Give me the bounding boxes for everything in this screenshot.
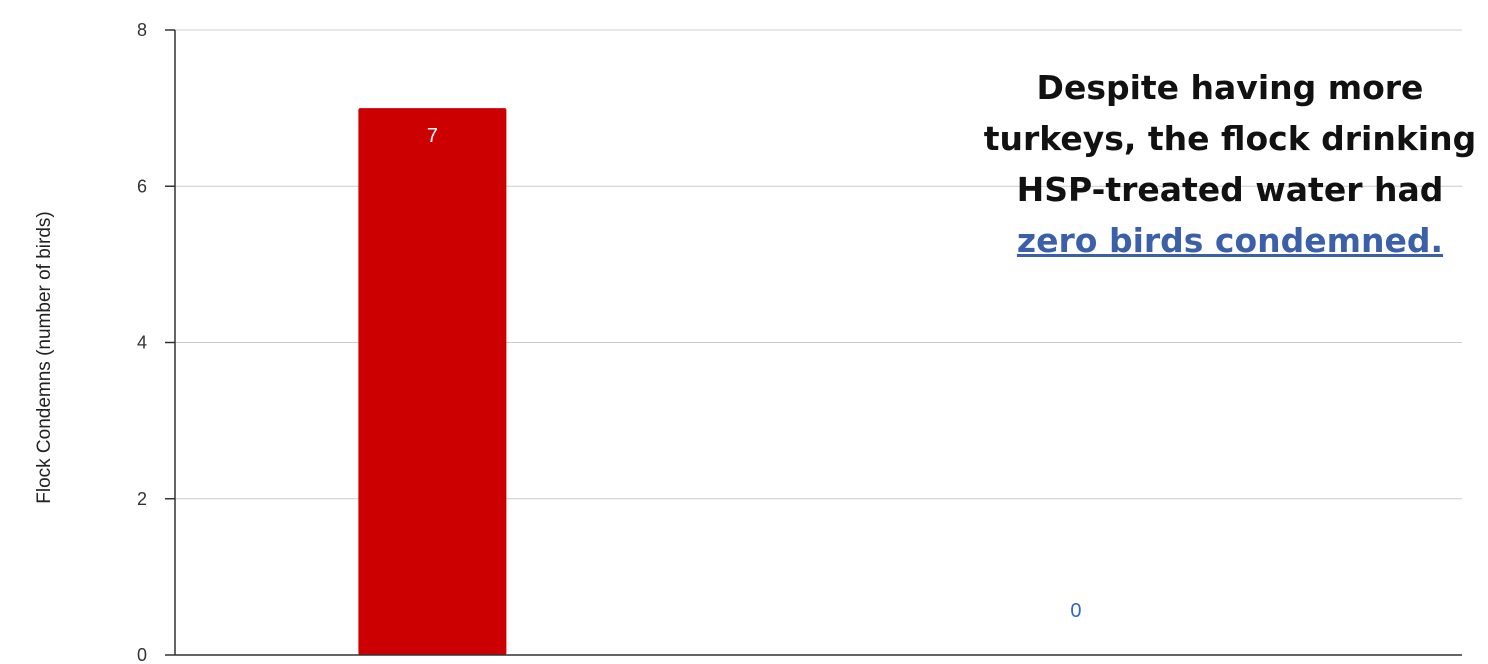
y-tick-label-0: 0 [137,645,147,664]
bars: 70 [358,108,1081,655]
annotation-text: Despite having more turkeys, the flock d… [983,68,1477,209]
annotation-highlight: zero birds condemned. [1016,221,1444,260]
y-axis-ticks: 0 2 4 6 8 [137,20,175,664]
y-tick-label-6: 6 [137,176,147,196]
y-axis-label: Flock Condemns (number of birds) [34,211,55,504]
y-tick-label-4: 4 [137,333,147,353]
bar-value-label-0: 7 [427,125,438,147]
bar-0 [358,108,507,655]
y-tick-label-2: 2 [137,489,147,509]
chart-annotation: Despite having more turkeys, the flock d… [980,62,1480,266]
y-tick-label-8: 8 [137,20,147,40]
bar-value-label-1: 0 [1070,600,1081,622]
